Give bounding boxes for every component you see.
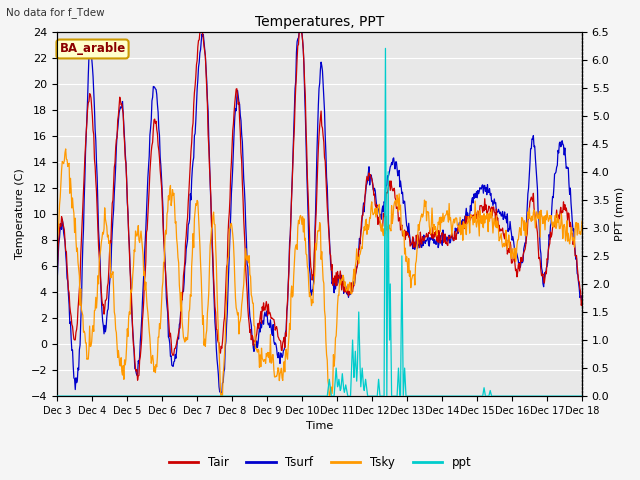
Text: No data for f_Tdew: No data for f_Tdew	[6, 7, 105, 18]
Y-axis label: Temperature (C): Temperature (C)	[15, 168, 25, 259]
Title: Temperatures, PPT: Temperatures, PPT	[255, 15, 384, 29]
Text: BA_arable: BA_arable	[60, 43, 125, 56]
X-axis label: Time: Time	[306, 421, 333, 432]
Legend: Tair, Tsurf, Tsky, ppt: Tair, Tsurf, Tsky, ppt	[164, 452, 476, 474]
Y-axis label: PPT (mm): PPT (mm)	[615, 187, 625, 241]
